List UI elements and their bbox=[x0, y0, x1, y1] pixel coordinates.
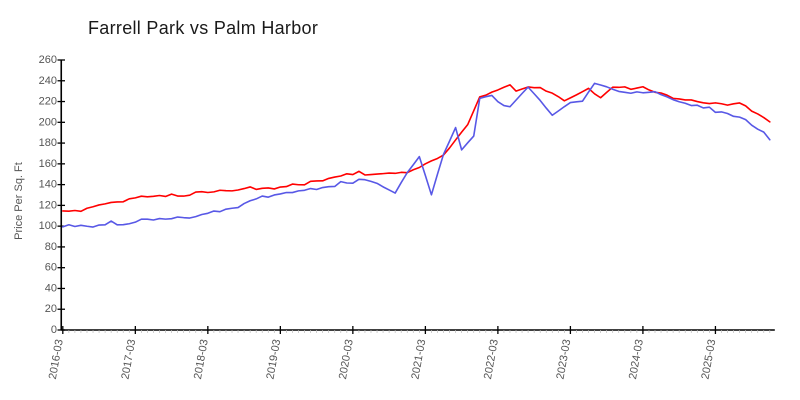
svg-text:240: 240 bbox=[39, 75, 57, 87]
svg-text:2017-03: 2017-03 bbox=[119, 338, 138, 380]
svg-text:120: 120 bbox=[39, 199, 57, 211]
svg-text:40: 40 bbox=[45, 282, 57, 294]
svg-text:2016-03: 2016-03 bbox=[47, 338, 66, 380]
svg-text:2022-03: 2022-03 bbox=[482, 338, 501, 380]
svg-text:220: 220 bbox=[39, 96, 57, 108]
svg-text:2020-03: 2020-03 bbox=[337, 338, 356, 380]
svg-text:260: 260 bbox=[39, 54, 57, 66]
svg-text:2021-03: 2021-03 bbox=[410, 338, 429, 380]
svg-text:2019-03: 2019-03 bbox=[264, 338, 283, 380]
svg-text:180: 180 bbox=[39, 137, 57, 149]
svg-text:80: 80 bbox=[45, 241, 57, 253]
svg-text:2023-03: 2023-03 bbox=[555, 338, 574, 380]
svg-text:2024-03: 2024-03 bbox=[627, 338, 646, 380]
svg-text:140: 140 bbox=[39, 179, 57, 191]
svg-text:Price Per Sq. Ft: Price Per Sq. Ft bbox=[13, 162, 25, 240]
svg-text:200: 200 bbox=[39, 116, 57, 128]
svg-text:0: 0 bbox=[51, 324, 57, 336]
svg-text:100: 100 bbox=[39, 220, 57, 232]
svg-text:2025-03: 2025-03 bbox=[700, 338, 719, 380]
svg-text:160: 160 bbox=[39, 158, 57, 170]
svg-text:2018-03: 2018-03 bbox=[192, 338, 211, 380]
svg-text:60: 60 bbox=[45, 262, 57, 274]
svg-text:20: 20 bbox=[45, 303, 57, 315]
